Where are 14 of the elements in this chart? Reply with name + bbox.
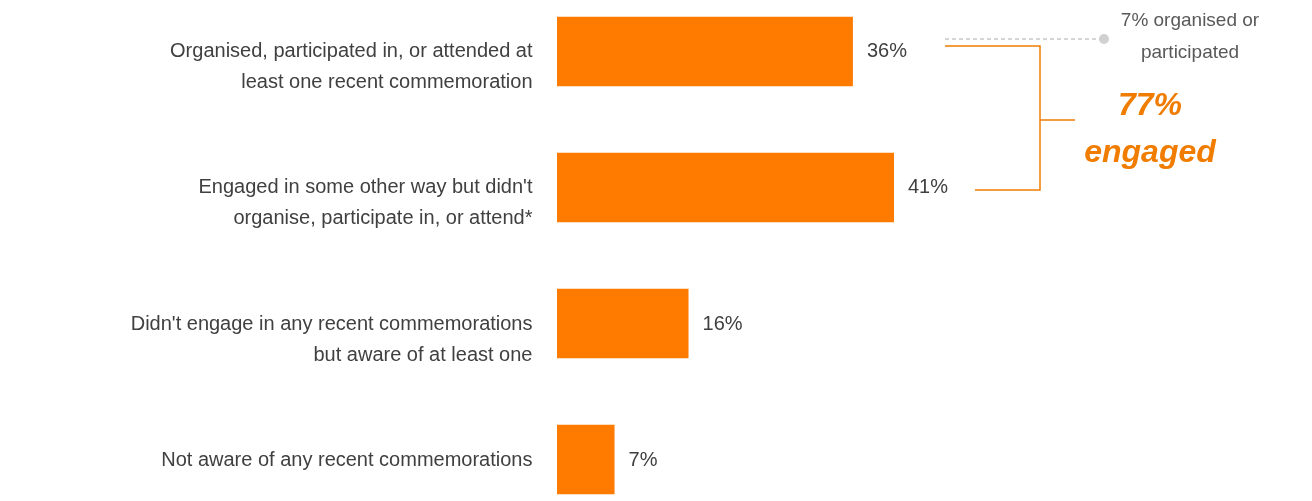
data-label: 41% — [908, 175, 949, 198]
bar — [557, 152, 894, 223]
y-tick-label: Didn't engage in any recent commemorations but aware of at least one — [130, 311, 533, 365]
data-label: 7% — [628, 447, 658, 470]
text: 77% engaged — [1084, 86, 1218, 169]
bar — [557, 424, 615, 495]
y-tick-label: Not aware of any recent commemorations — [161, 447, 533, 470]
bar — [557, 16, 853, 87]
bar — [557, 288, 689, 359]
text: 7% organised or participated — [1120, 9, 1260, 62]
data-label: 36% — [866, 39, 908, 62]
y-tick-label: Organised, participated in, or attended at least one recent commemoration — [170, 39, 533, 93]
y-tick-label: Engaged in some other way but didn't organise, participate in, or attend* — [198, 175, 533, 229]
data-label: 16% — [702, 311, 743, 334]
